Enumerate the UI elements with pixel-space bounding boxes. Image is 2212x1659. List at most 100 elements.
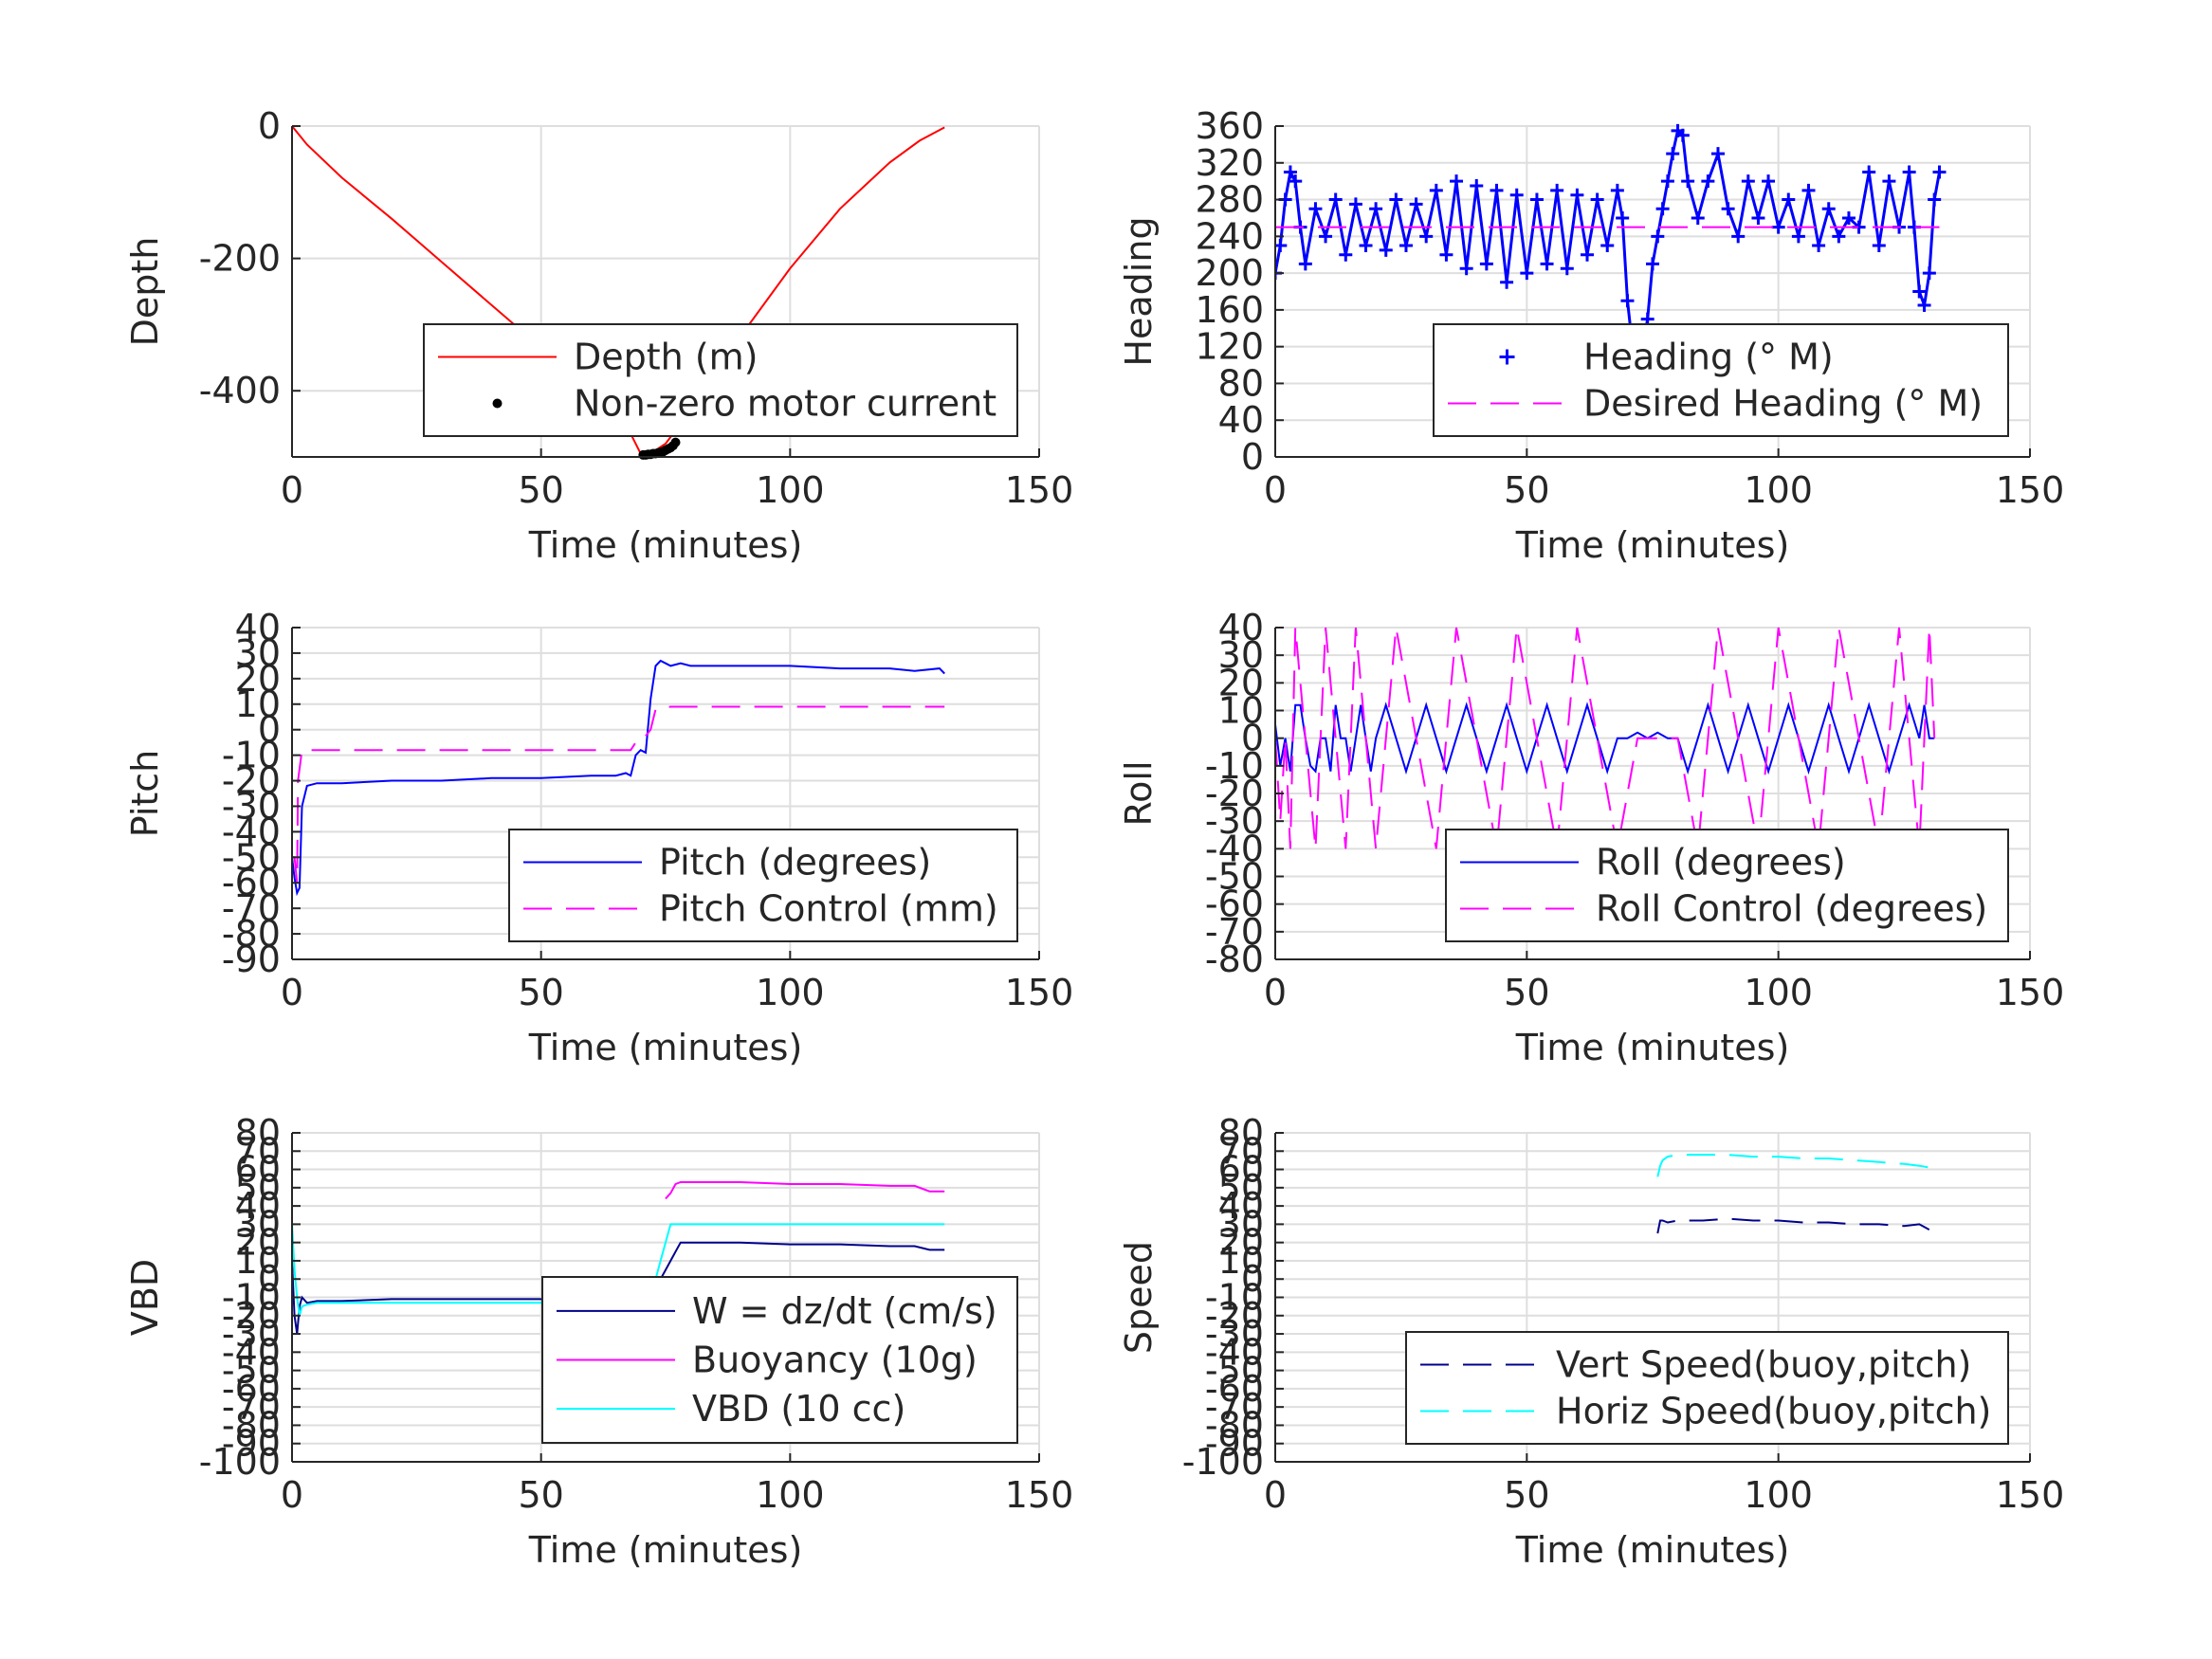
y-tick-label: -200 <box>199 238 281 280</box>
x-tick-label: 0 <box>281 469 303 511</box>
data-point <box>1721 202 1735 216</box>
data-point <box>1832 229 1846 244</box>
legend-label: Heading (° M) <box>1583 337 1834 378</box>
y-tick-label: 10 <box>1218 690 1264 732</box>
data-point <box>1922 266 1936 281</box>
data-point <box>1500 275 1514 289</box>
y-tick-label: -40 <box>1205 1331 1264 1373</box>
x-tick-label: 0 <box>281 1474 303 1516</box>
data-point <box>1590 192 1604 207</box>
y-tick-label: -40 <box>222 811 281 852</box>
x-tick-label: 100 <box>1744 1474 1813 1516</box>
y-tick-label: 20 <box>1218 1222 1264 1264</box>
y-tick-label: -70 <box>222 1386 281 1428</box>
data-point <box>1540 257 1554 271</box>
chart-roll: 0 50 100 150-80-70-60-50-40-30-20-100102030… <box>1118 607 2064 1068</box>
y-tick-label: 50 <box>235 1167 281 1209</box>
y-tick-label: -400 <box>199 370 281 411</box>
data-point <box>1681 174 1695 189</box>
legend: Vert Speed(buoy,pitch) Horiz Speed(buoy,p… <box>1405 1331 2009 1445</box>
series-roll-0 <box>1275 702 1935 775</box>
y-tick-label: -60 <box>222 862 281 903</box>
y-tick-label: 80 <box>1218 1112 1264 1154</box>
data-point <box>1398 239 1413 253</box>
data-point <box>1616 210 1630 225</box>
data-point <box>1751 210 1765 225</box>
x-tick-label: 150 <box>1005 972 1074 1013</box>
y-tick-label: 120 <box>1195 326 1264 368</box>
data-point <box>1581 247 1595 262</box>
y-tick-label: 0 <box>258 105 281 147</box>
data-point <box>1490 183 1504 197</box>
data-point <box>1731 229 1746 244</box>
legend-label: Non-zero motor current <box>574 383 996 425</box>
legend: Roll (degrees)Roll Control (degrees) <box>1445 829 2009 942</box>
x-axis-label: Time (minutes) <box>528 1529 803 1571</box>
data-point <box>1470 179 1484 193</box>
data-point <box>1710 147 1725 161</box>
chart-speed: 0 50 100 150-100-90-80-70-60-50-40-30-20-10… <box>1118 1112 2064 1571</box>
x-tick-label: 100 <box>756 972 825 1013</box>
y-tick-label: -90 <box>1205 1423 1264 1465</box>
y-tick-label: 50 <box>1218 1167 1264 1209</box>
y-axis-label: Roll <box>1118 760 1160 826</box>
data-point <box>1872 239 1886 253</box>
legend-label: Depth (m) <box>574 337 759 378</box>
x-tick-label: 0 <box>1264 469 1287 511</box>
data-point <box>1666 147 1680 161</box>
y-tick-label: 70 <box>235 1130 281 1172</box>
legend-label: Roll (degrees) <box>1596 842 1846 884</box>
x-axis-label: Time (minutes) <box>528 524 803 566</box>
data-point <box>1509 188 1524 202</box>
y-tick-label: -70 <box>222 887 281 929</box>
data-point <box>1912 284 1927 299</box>
x-tick-label: 50 <box>518 972 563 1013</box>
x-tick-label: 50 <box>1504 972 1549 1013</box>
x-tick-label: 50 <box>1504 469 1549 511</box>
y-tick-label: -10 <box>1205 745 1264 787</box>
y-tick-label: 40 <box>1218 607 1264 648</box>
data-point <box>1319 229 1333 244</box>
legend-box <box>508 829 1018 942</box>
series-group <box>292 659 945 897</box>
legend-label: VBD (10 cc) <box>692 1388 905 1430</box>
legend-box <box>423 323 1018 437</box>
data-point <box>1600 239 1615 253</box>
y-tick-label: 30 <box>235 632 281 674</box>
x-tick-label: 150 <box>1996 469 2065 511</box>
legend-label: Roll Control (degrees) <box>1596 888 1987 930</box>
data-point <box>1570 188 1584 202</box>
y-tick-label: 0 <box>1241 436 1264 478</box>
y-tick-label: 10 <box>235 1240 281 1282</box>
y-tick-label: 30 <box>235 1203 281 1245</box>
data-point <box>1550 183 1564 197</box>
series-speed-1 <box>1656 1154 1935 1177</box>
legend-label: Desired Heading (° M) <box>1583 383 1983 425</box>
x-axis-label: Time (minutes) <box>528 1027 803 1068</box>
data-point <box>1409 197 1423 211</box>
data-point <box>1459 262 1473 276</box>
x-tick-label: 150 <box>1005 1474 1074 1516</box>
data-point <box>1771 220 1785 234</box>
data-point <box>1610 183 1624 197</box>
data-point <box>1419 229 1434 244</box>
data-point <box>1882 174 1896 189</box>
x-tick-label: 100 <box>1744 972 1813 1013</box>
y-tick-label: -80 <box>1205 939 1264 980</box>
legend-box <box>1405 1331 2009 1445</box>
data-point <box>1675 128 1690 142</box>
legend: Pitch (degrees)Pitch Control (mm) <box>508 829 1018 942</box>
data-point <box>1560 262 1574 276</box>
y-tick-label: -80 <box>222 1404 281 1446</box>
data-point <box>1812 239 1826 253</box>
y-tick-label: 160 <box>1195 289 1264 331</box>
y-tick-label: 20 <box>235 658 281 700</box>
y-tick-label: -100 <box>1182 1441 1264 1483</box>
chart-depth: 0 50 100 150 0 -200 -400 Time (minutes) Depth Dep… <box>124 105 1073 566</box>
y-tick-label: -50 <box>222 836 281 878</box>
data-point <box>1529 192 1544 207</box>
y-tick-label: 40 <box>1218 1185 1264 1227</box>
y-tick-label: 360 <box>1195 105 1264 147</box>
data-point <box>1862 165 1876 179</box>
